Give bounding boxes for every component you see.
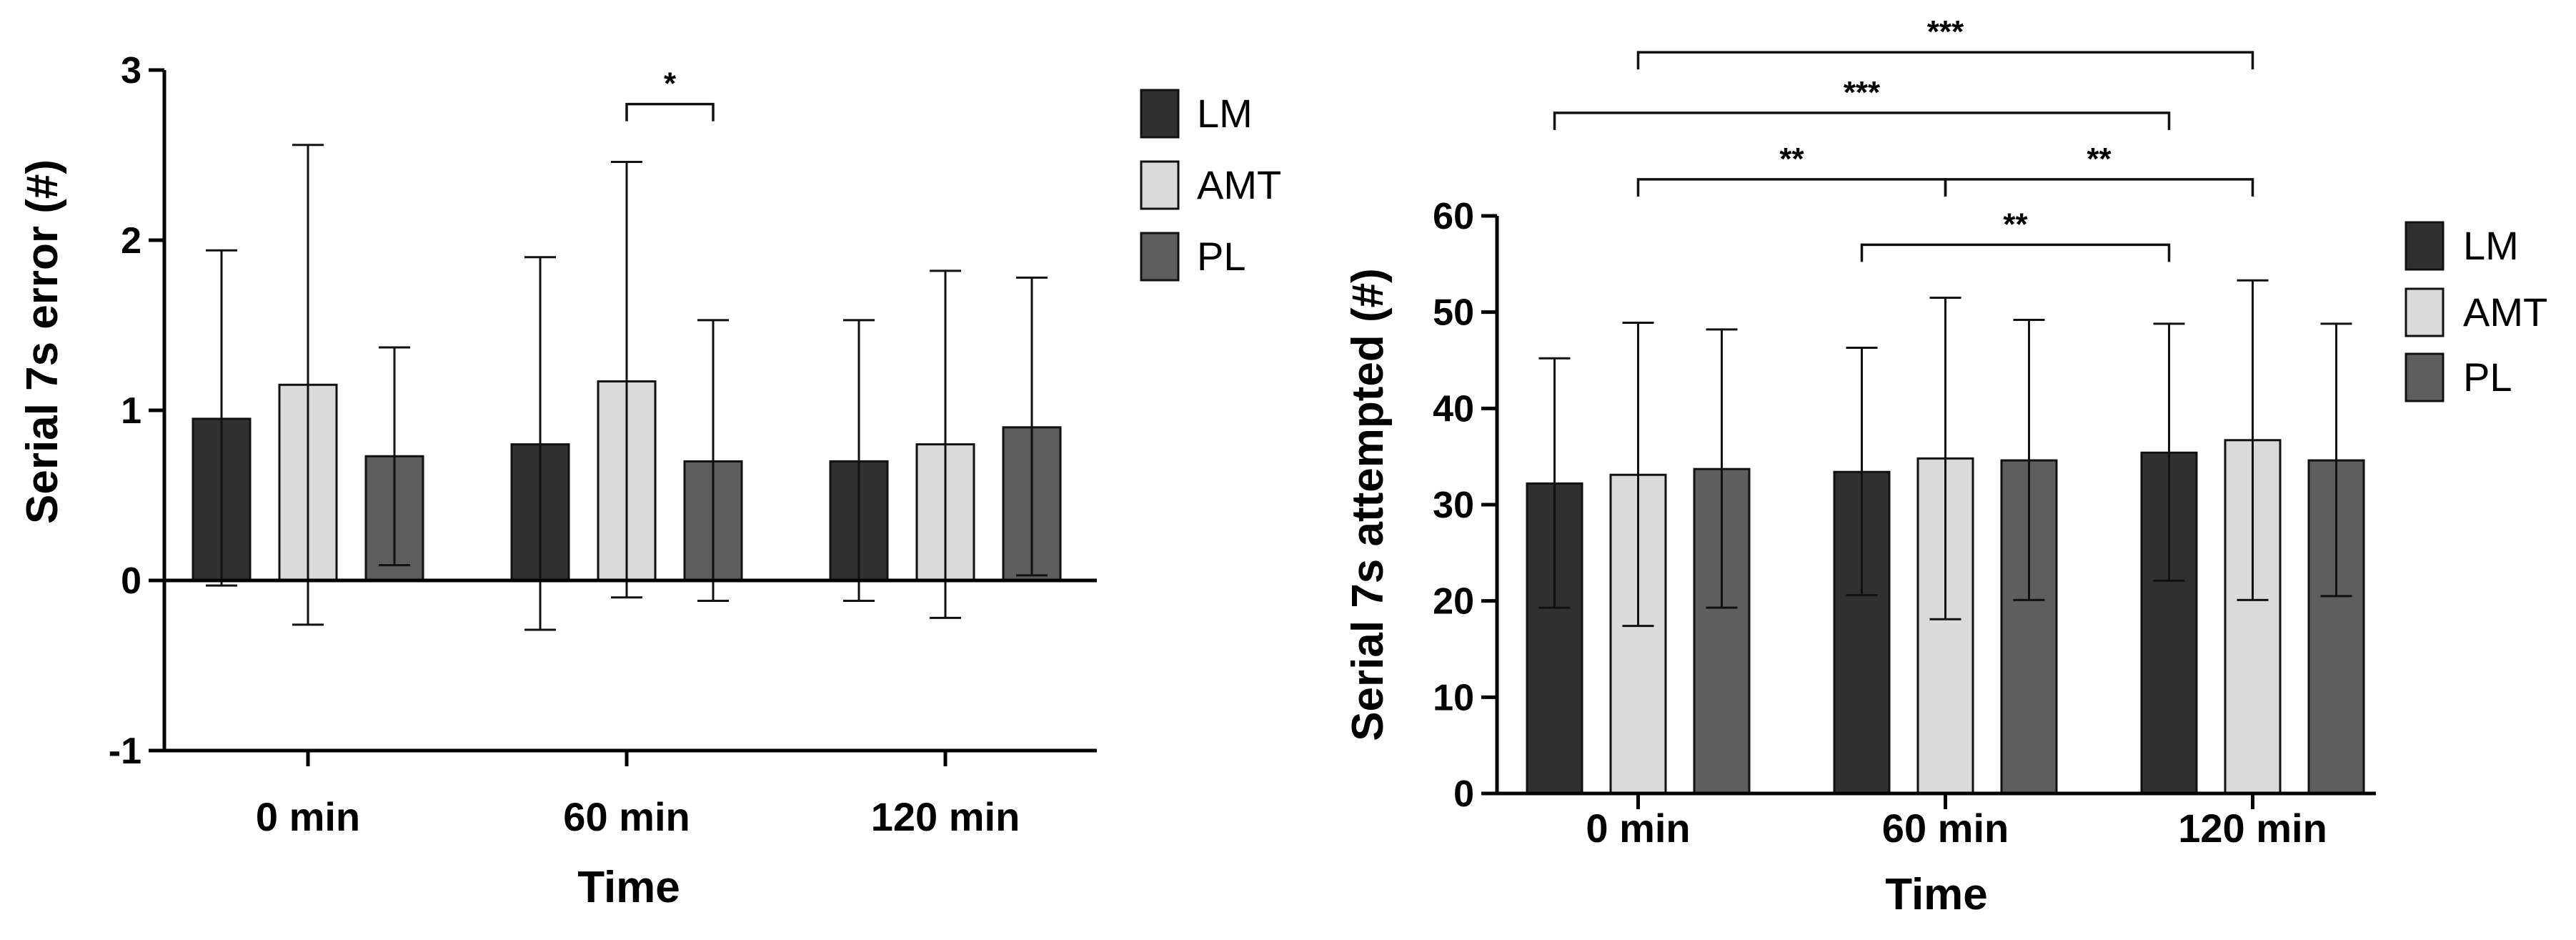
y-tick-label: 40 [1433,388,1474,430]
y-tick-label: 0 [121,560,141,602]
x-tick-label: 120 min [2178,806,2327,851]
significance-bracket [1636,178,1947,197]
y-tick-label: 60 [1433,196,1474,237]
y-axis-title: Serial 7s attempted (#) [1343,268,1393,741]
legend-swatch-amt [2405,287,2445,337]
significance-label: * [664,66,677,102]
y-tick-label: 10 [1433,677,1474,718]
x-axis-title: Time [1885,870,1988,919]
x-axis-title: Time [577,863,680,912]
y-tick-label: 0 [1453,773,1474,815]
significance-label: ** [2003,207,2028,242]
legend-label-pl: PL [2463,355,2512,400]
legend-label-pl: PL [1197,234,1246,279]
significance-bracket [1860,243,2171,262]
significance-label: ** [1779,142,1804,177]
significance-bracket [625,102,715,122]
y-tick-label: 1 [121,390,141,432]
significance-label: *** [1844,75,1881,110]
x-tick-label: 60 min [1882,806,2009,851]
y-axis-title: Serial 7s error (#) [18,159,67,524]
y-tick-label: 20 [1433,581,1474,623]
x-tick-label: 120 min [871,794,1020,839]
y-tick-label: -1 [109,731,141,772]
significance-label: ** [2087,142,2112,177]
legend-label-amt: AMT [1197,162,1281,207]
y-tick-label: 50 [1433,292,1474,334]
y-tick-label: 30 [1433,485,1474,526]
y-tick-label: 2 [121,220,141,262]
legend-label-lm: LM [1197,91,1253,136]
legend-label-lm: LM [2463,223,2519,268]
legend-swatch-amt [1140,160,1180,210]
y-tick-label: 3 [121,50,141,91]
x-tick-label: 60 min [563,794,690,839]
legend-swatch-lm [1140,89,1180,139]
significance-bracket [1636,51,2254,70]
significance-bracket [1553,112,2171,130]
legend-swatch-lm [2405,221,2445,271]
legend-label-amt: AMT [2463,290,2547,335]
x-tick-label: 0 min [1586,806,1690,851]
legend-swatch-pl [2405,352,2445,402]
x-tick-label: 0 min [256,794,360,839]
significance-label: *** [1927,14,1964,49]
bar-lm-60-min [1833,470,1891,795]
legend-swatch-pl [1140,232,1180,282]
significance-bracket [1944,178,2254,197]
